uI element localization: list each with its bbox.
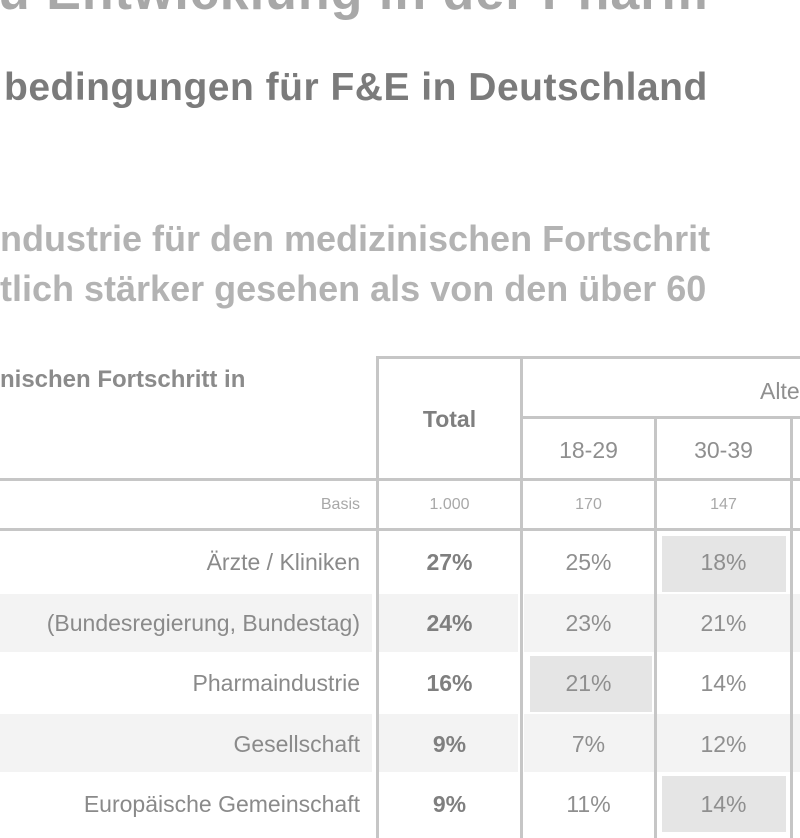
row-total: 16%: [426, 670, 473, 696]
row-value: 11%: [566, 791, 611, 817]
row-band: [0, 714, 372, 772]
age-col-18-29: 18-29: [559, 437, 618, 463]
row-value: 14%: [700, 791, 747, 817]
age-col-30-39: 30-39: [694, 437, 753, 463]
row-total: 24%: [426, 610, 473, 636]
table-divider: [376, 356, 379, 838]
total-header: Total: [422, 406, 477, 432]
table-divider: [0, 528, 800, 531]
row-value: 23%: [565, 610, 612, 636]
age-group-header: Alte: [760, 378, 800, 404]
page-title: u Entwicklung in der Pharm: [0, 0, 709, 22]
basis-30-39: 147: [710, 496, 737, 513]
table-divider: [0, 478, 800, 481]
page-subtitle: bedingungen für F&E in Deutschland: [4, 66, 708, 109]
row-band: [0, 594, 372, 652]
row-total: 27%: [426, 549, 473, 575]
table-divider: [376, 356, 800, 359]
highlight-cell: [662, 536, 786, 592]
basis-label: Basis: [320, 496, 360, 513]
row-label: Pharmaindustrie: [192, 670, 360, 696]
highlight-cell: [530, 656, 652, 712]
table-divider: [790, 418, 793, 838]
table-divider: [654, 418, 657, 838]
row-value: 18%: [700, 549, 747, 575]
row-total: 9%: [432, 731, 467, 757]
row-label: Ärzte / Kliniken: [206, 549, 360, 575]
row-value: 7%: [571, 731, 606, 757]
basis-total: 1.000: [429, 496, 470, 513]
row-band: [378, 714, 518, 772]
question-label: nischen Fortschritt in: [0, 366, 246, 393]
row-band: [378, 594, 518, 652]
basis-18-29: 170: [575, 496, 602, 513]
row-total: 9%: [432, 791, 467, 817]
row-value: 21%: [700, 610, 747, 636]
row-label: Europäische Gemeinschaft: [83, 791, 360, 817]
headline-line-2: tlich stärker gesehen als von den über 6…: [0, 268, 707, 309]
row-label: (Bundesregierung, Bundestag): [46, 610, 360, 636]
row-band: [524, 594, 800, 652]
row-value: 14%: [700, 670, 747, 696]
table-divider: [520, 416, 800, 419]
row-band: [524, 714, 800, 772]
row-value: 21%: [565, 670, 612, 696]
row-label: Gesellschaft: [233, 731, 360, 757]
row-value: 12%: [700, 731, 747, 757]
highlight-cell: [662, 776, 786, 832]
row-value: 25%: [565, 549, 612, 575]
headline-line-1: ndustrie für den medizinischen Fortschri…: [0, 218, 711, 259]
table-divider: [520, 356, 523, 838]
